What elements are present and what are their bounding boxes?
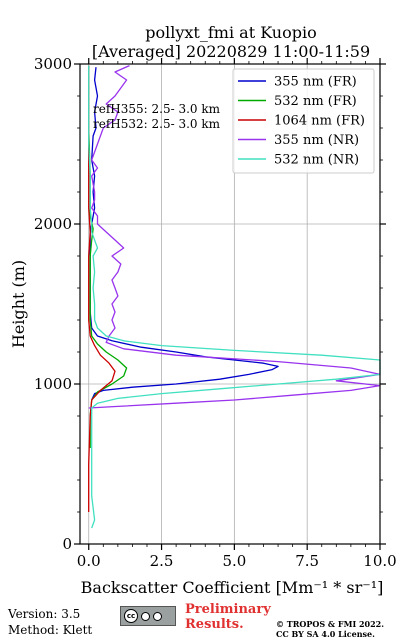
ref-height-355-annotation: refH355: 2.5- 3.0 km bbox=[93, 102, 221, 116]
x-tick-label: 5.0 bbox=[222, 552, 246, 570]
legend-entry-label: 532 nm (FR) bbox=[274, 94, 357, 109]
ref-height-532-annotation: refH532: 2.5- 3.0 km bbox=[93, 117, 221, 131]
copyright-notice: © TROPOS & FMI 2022. CC BY SA 4.0 Licens… bbox=[276, 619, 384, 639]
axis-ticks: 0.0 2.5 5.0 7.5 10.0 0 1000 2000 3000 bbox=[34, 55, 397, 570]
x-tick-label: 10.0 bbox=[363, 552, 396, 570]
y-axis-label: Height (m) bbox=[9, 260, 28, 348]
x-tick-label: 2.5 bbox=[150, 552, 174, 570]
legend-entry-label: 355 nm (FR) bbox=[274, 75, 357, 90]
method-text: Method: Klett bbox=[8, 623, 93, 637]
y-tick-label: 3000 bbox=[34, 55, 72, 73]
series-line bbox=[89, 67, 279, 401]
legend-box bbox=[232, 68, 375, 174]
plot-area-frame bbox=[79, 63, 381, 545]
cc-license-badge: cc bbox=[120, 606, 176, 626]
sa-icon bbox=[153, 611, 162, 621]
x-axis-label: Backscatter Coefficient [Mm⁻¹ * sr⁻¹] bbox=[81, 578, 384, 597]
y-tick-label: 1000 bbox=[34, 375, 72, 393]
version-info: Version: 3.5 Method: Klett bbox=[8, 606, 92, 638]
plot-frame bbox=[79, 63, 381, 545]
legend-entry-label: 1064 nm (FR) bbox=[274, 114, 365, 129]
chart-title-line2: [Averaged] 20220829 11:00-11:59 bbox=[92, 42, 370, 61]
series-lines bbox=[88, 65, 381, 529]
y-tick-label: 2000 bbox=[34, 215, 72, 233]
copyright-line1: © TROPOS & FMI 2022. bbox=[276, 619, 385, 629]
backscatter-chart: pollyxt_fmi at Kuopio [Averaged] 2022082… bbox=[9, 23, 397, 597]
preliminary-line2: Results. bbox=[185, 617, 244, 632]
x-tick-label: 7.5 bbox=[295, 552, 319, 570]
legend-entry-label: 355 nm (NR) bbox=[274, 133, 359, 148]
chart-title-line1: pollyxt_fmi at Kuopio bbox=[145, 23, 316, 42]
x-tick-label: 0.0 bbox=[77, 552, 101, 570]
by-icon bbox=[141, 611, 150, 621]
preliminary-line1: Preliminary bbox=[185, 602, 271, 617]
version-text: Version: 3.5 bbox=[8, 607, 81, 621]
y-tick-label: 0 bbox=[62, 535, 72, 553]
preliminary-notice: Preliminary Results. bbox=[185, 602, 271, 632]
copyright-line2: CC BY SA 4.0 License. bbox=[276, 629, 375, 639]
legend: 355 nm (FR) 532 nm (FR) 1064 nm (FR) 355 nm… bbox=[232, 68, 375, 174]
legend-entry-label: 532 nm (NR) bbox=[274, 153, 359, 168]
series-line bbox=[88, 65, 381, 529]
cc-icon: cc bbox=[124, 609, 138, 623]
series-line bbox=[88, 65, 116, 512]
